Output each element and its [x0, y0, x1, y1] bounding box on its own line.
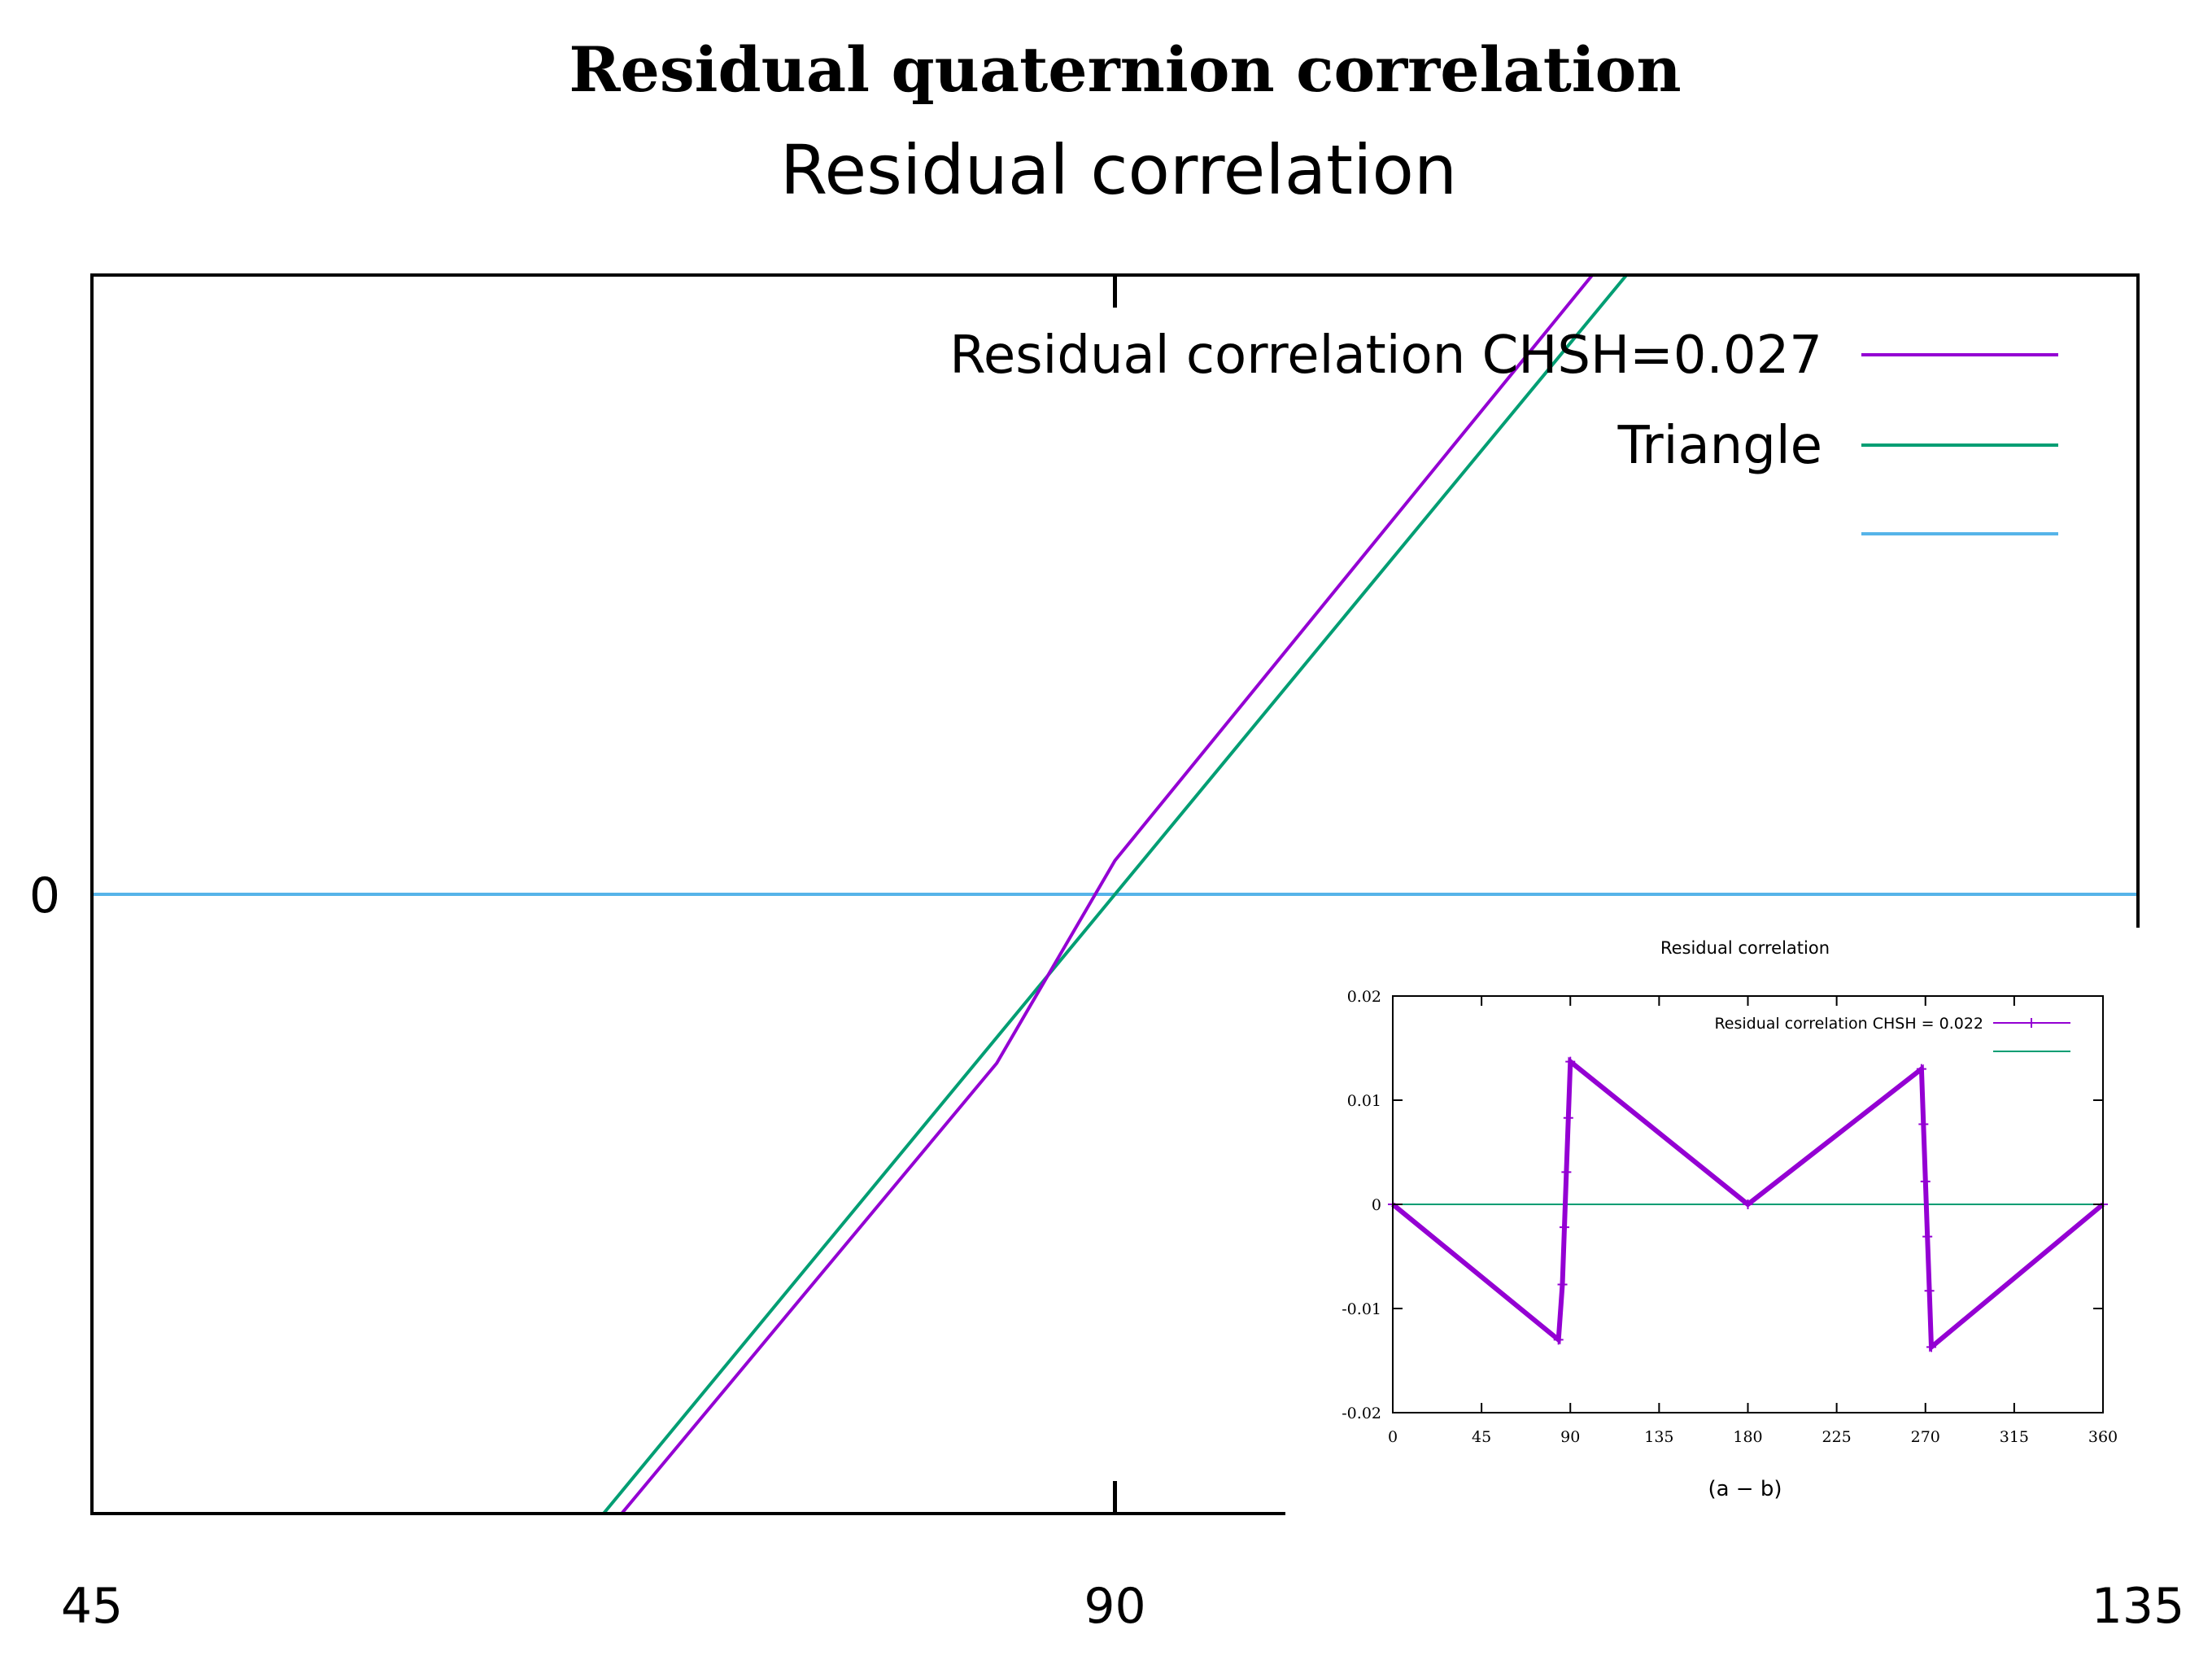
x-tick-label: 45 — [61, 1578, 123, 1635]
inset-x-tick-label: 225 — [1822, 1428, 1851, 1446]
inset-x-axis-label: (a − b) — [1708, 1477, 1782, 1501]
legend-entry-label: Triangle — [1617, 416, 1822, 476]
main-legend: Residual correlation CHSH=0.027 Triangle — [949, 325, 2058, 535]
inset-legend-marker — [2027, 1018, 2036, 1028]
inset-x-tick-label: 270 — [1911, 1428, 1940, 1446]
triangle-series-line — [602, 275, 1628, 1514]
inset-y-tick-label: -0.01 — [1342, 1300, 1381, 1318]
inset-data-point-marker — [1559, 1222, 1569, 1233]
inset-data-point-marker — [1557, 1279, 1568, 1290]
inset-data-point-marker — [1918, 1119, 1929, 1129]
inset-x-tick-label: 90 — [1560, 1428, 1580, 1446]
y-tick-label: 0 — [29, 867, 60, 924]
inset-legend: Residual correlation CHSH = 0.022 — [1714, 1015, 2070, 1052]
inset-y-tick-label: 0.01 — [1347, 1092, 1381, 1110]
figure-title: Residual quaternion correlation — [569, 33, 1681, 106]
residual-series-line — [620, 275, 1594, 1514]
main-chart-title: Residual correlation — [780, 130, 1457, 210]
inset-x-tick-label: 135 — [1644, 1428, 1673, 1446]
inset-data-point-marker — [1916, 1064, 1926, 1074]
inset-chart-title: Residual correlation — [1660, 938, 1830, 958]
inset-data-point-marker — [1922, 1231, 1933, 1242]
inset-legend-entry-label: Residual correlation CHSH = 0.022 — [1714, 1015, 1983, 1033]
inset-x-tick-label: 180 — [1733, 1428, 1762, 1446]
inset-data-point-marker — [1565, 1056, 1576, 1067]
inset-data-point-marker — [1926, 1342, 1937, 1352]
inset-x-tick-label: 45 — [1472, 1428, 1491, 1446]
inset-data-point-marker — [1561, 1167, 1572, 1177]
inset-data-point-marker — [1563, 1112, 1573, 1123]
inset-y-tick-label: 0 — [1372, 1196, 1381, 1214]
inset-plot: 0 45 90 135 180 225 270 315 360 0.02 0.01 0 -0.01 -0.… — [1342, 988, 2118, 1446]
inset-data-point-marker — [1920, 1176, 1931, 1186]
inset-chart: Residual correlation (a − b) 0 45 90 135 180… — [1285, 928, 2164, 1522]
x-tick-label: 135 — [2092, 1578, 2185, 1635]
inset-y-tick-label: 0.02 — [1347, 988, 1381, 1006]
inset-x-tick-label: 0 — [1388, 1428, 1398, 1446]
legend-entry-label: Residual correlation CHSH=0.027 — [949, 325, 1822, 386]
inset-data-point-marker — [1743, 1199, 1753, 1209]
inset-y-tick-label: -0.02 — [1342, 1405, 1381, 1422]
inset-data-point-marker — [1924, 1286, 1935, 1296]
inset-x-tick-label: 360 — [2088, 1428, 2118, 1446]
inset-background — [1285, 928, 2164, 1522]
x-tick-label: 90 — [1084, 1578, 1145, 1635]
main-plot: 45 90 135 0 — [29, 273, 2185, 1635]
inset-data-point-marker — [1553, 1335, 1564, 1345]
inset-x-tick-label: 315 — [2000, 1428, 2029, 1446]
